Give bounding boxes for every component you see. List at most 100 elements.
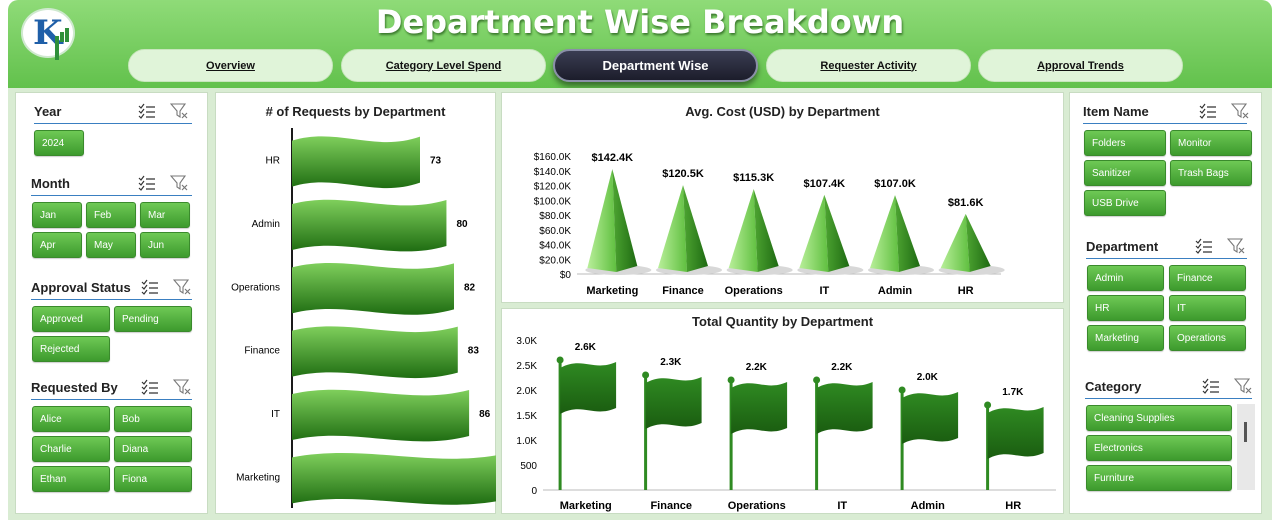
month-slicer-divider <box>31 195 192 196</box>
requester-option-charlie[interactable]: Charlie <box>32 436 110 462</box>
clear-filter-icon[interactable] <box>1233 378 1252 394</box>
quantity-bar-it <box>816 382 873 434</box>
avg-cost-bar-side <box>965 213 991 272</box>
department-slicer-title: Department <box>1086 239 1159 254</box>
clear-filter-icon[interactable] <box>1230 103 1249 119</box>
quantity-value-label: 2.2K <box>831 362 853 373</box>
department-option-finance[interactable]: Finance <box>1169 265 1246 291</box>
tab-overview[interactable]: Overview <box>128 49 333 82</box>
requests-value-label: 86 <box>479 409 491 420</box>
avg-cost-tick-label: $120.0K <box>534 182 572 193</box>
requester-slicer-divider <box>31 399 192 400</box>
requests-category-label: Marketing <box>236 472 280 483</box>
approval-option-rejected[interactable]: Rejected <box>32 336 110 362</box>
department-option-it[interactable]: IT <box>1169 295 1246 321</box>
category-slicer-divider <box>1085 398 1252 399</box>
quantity-tick-label: 500 <box>520 461 537 472</box>
requester-option-fiona[interactable]: Fiona <box>114 466 192 492</box>
category-option-electronics[interactable]: Electronics <box>1086 435 1232 461</box>
requests-bar-marketing <box>292 453 496 505</box>
item-name-option-folders[interactable]: Folders <box>1084 130 1166 156</box>
year-slicer-divider <box>34 123 192 124</box>
avg-cost-tick-label: $160.0K <box>534 152 572 163</box>
tab-requester-activity[interactable]: Requester Activity <box>766 49 971 82</box>
quantity-bar-finance <box>645 377 702 429</box>
month-option-jan[interactable]: Jan <box>32 202 82 228</box>
multi-select-icon[interactable] <box>1202 378 1220 394</box>
avg-cost-category-label: Operations <box>725 285 783 297</box>
clear-filter-icon[interactable] <box>172 279 191 295</box>
item-name-option-monitor[interactable]: Monitor <box>1170 130 1252 156</box>
item-name-slicer-divider <box>1083 123 1247 124</box>
quantity-value-label: 1.7K <box>1002 387 1024 398</box>
requests-value-label: 82 <box>464 282 476 293</box>
avg-cost-value-label: $142.4K <box>592 152 634 164</box>
quantity-category-label: Operations <box>728 500 786 512</box>
requests-bar-admin <box>292 199 447 252</box>
avg-cost-value-label: $107.4K <box>804 178 846 190</box>
quantity-category-label: HR <box>1005 500 1021 512</box>
requests-category-label: HR <box>266 156 280 167</box>
avg-cost-bar-hr <box>940 213 970 272</box>
multi-select-icon[interactable] <box>138 175 156 191</box>
approval-option-approved[interactable]: Approved <box>32 306 110 332</box>
department-option-marketing[interactable]: Marketing <box>1087 325 1164 351</box>
avg-cost-category-label: IT <box>819 285 829 297</box>
requester-option-bob[interactable]: Bob <box>114 406 192 432</box>
quantity-flag-knob <box>984 401 992 409</box>
month-option-may[interactable]: May <box>86 232 136 258</box>
quantity-flag-knob <box>642 371 650 379</box>
multi-select-icon[interactable] <box>141 379 159 395</box>
approval-option-pending[interactable]: Pending <box>114 306 192 332</box>
clear-filter-icon[interactable] <box>1226 238 1245 254</box>
department-slicer-divider <box>1086 258 1247 259</box>
tab-category-level-spend[interactable]: Category Level Spend <box>341 49 546 82</box>
scrollbar-thumb[interactable] <box>1244 422 1247 442</box>
category-scrollbar[interactable] <box>1237 404 1255 490</box>
requests-category-label: Finance <box>244 346 280 357</box>
clear-filter-icon[interactable] <box>169 103 188 119</box>
avg-cost-bar-admin <box>870 195 899 272</box>
year-option-2024[interactable]: 2024 <box>34 130 84 156</box>
multi-select-icon[interactable] <box>1199 103 1217 119</box>
item-name-option-usb-drive[interactable]: USB Drive <box>1084 190 1166 216</box>
requests-value-label: 73 <box>430 156 442 167</box>
clear-filter-icon[interactable] <box>172 379 191 395</box>
month-option-feb[interactable]: Feb <box>86 202 136 228</box>
category-slicer-title: Category <box>1085 379 1142 394</box>
avg-cost-tick-label: $20.0K <box>539 255 571 266</box>
avg-cost-tick-label: $80.0K <box>539 211 571 222</box>
tab-approval-trends[interactable]: Approval Trends <box>978 49 1183 82</box>
department-option-hr[interactable]: HR <box>1087 295 1164 321</box>
item-name-option-sanitizer[interactable]: Sanitizer <box>1084 160 1166 186</box>
requester-option-ethan[interactable]: Ethan <box>32 466 110 492</box>
avg-cost-category-label: Admin <box>878 285 913 297</box>
requester-option-diana[interactable]: Diana <box>114 436 192 462</box>
avg-cost-tick-label: $100.0K <box>534 196 572 207</box>
clear-filter-icon[interactable] <box>169 175 188 191</box>
quantity-category-label: Finance <box>650 500 692 512</box>
item-name-option-trash-bags[interactable]: Trash Bags <box>1170 160 1252 186</box>
avg-cost-category-label: Marketing <box>586 285 638 297</box>
quantity-tick-label: 1.5K <box>516 411 537 422</box>
avg-cost-tick-label: $60.0K <box>539 226 571 237</box>
tab-department-wise[interactable]: Department Wise <box>553 49 758 82</box>
company-logo: K <box>21 8 75 60</box>
month-option-jun[interactable]: Jun <box>140 232 190 258</box>
category-option-furniture[interactable]: Furniture <box>1086 465 1232 491</box>
department-option-operations[interactable]: Operations <box>1169 325 1246 351</box>
requester-option-alice[interactable]: Alice <box>32 406 110 432</box>
multi-select-icon[interactable] <box>138 103 156 119</box>
avg-cost-value-label: $120.5K <box>662 168 704 180</box>
multi-select-icon[interactable] <box>1195 238 1213 254</box>
department-option-admin[interactable]: Admin <box>1087 265 1164 291</box>
multi-select-icon[interactable] <box>141 279 159 295</box>
month-option-mar[interactable]: Mar <box>140 202 190 228</box>
avg-cost-bar-side <box>824 194 850 272</box>
requests-bar-hr <box>292 136 420 189</box>
month-option-apr[interactable]: Apr <box>32 232 82 258</box>
category-option-cleaning-supplies[interactable]: Cleaning Supplies <box>1086 405 1232 431</box>
requester-slicer-title: Requested By <box>31 380 118 395</box>
page-title: Department Wise Breakdown <box>375 3 905 41</box>
quantity-category-label: Admin <box>911 500 946 512</box>
